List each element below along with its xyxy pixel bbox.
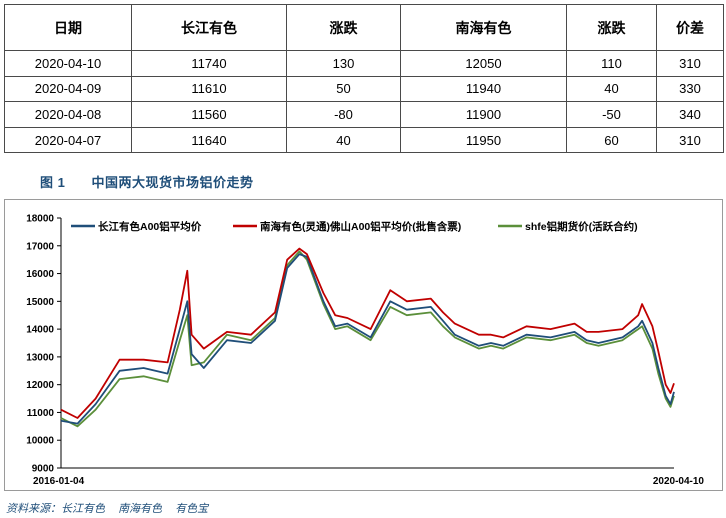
y-tick-label: 17000 bbox=[26, 241, 54, 252]
y-tick-label: 13000 bbox=[26, 352, 54, 363]
table-row: 2020-04-08 11560 -80 11900 -50 340 bbox=[4, 101, 724, 128]
figure-number: 图 1 bbox=[40, 175, 66, 190]
cell-change-2: 40 bbox=[566, 75, 657, 103]
cell-change-2: -50 bbox=[566, 101, 657, 128]
cell-changjiang: 11740 bbox=[131, 50, 287, 77]
header-date: 日期 bbox=[4, 4, 132, 51]
table-header-row: 日期 长江有色 涨跌 南海有色 涨跌 价差 bbox=[4, 4, 724, 51]
header-change-1: 涨跌 bbox=[286, 4, 401, 51]
x-tick-label: 2020-04-10 bbox=[653, 476, 705, 487]
table-row: 2020-04-09 11610 50 11940 40 330 bbox=[4, 75, 724, 103]
cell-spread: 340 bbox=[656, 101, 724, 128]
y-tick-label: 12000 bbox=[26, 380, 54, 391]
series-line-1 bbox=[60, 253, 675, 425]
cell-nanhai: 11950 bbox=[400, 126, 567, 154]
cell-changjiang: 11610 bbox=[131, 75, 287, 103]
source-item: 南海有色 bbox=[118, 503, 163, 515]
cell-spread: 310 bbox=[656, 50, 724, 77]
y-tick-label: 14000 bbox=[26, 325, 54, 336]
cell-change-1: 40 bbox=[286, 126, 401, 154]
cell-spread: 330 bbox=[656, 75, 724, 103]
y-tick-label: 16000 bbox=[26, 269, 54, 280]
legend-label: 长江有色A00铝平均价 bbox=[98, 220, 202, 233]
cell-changjiang: 11640 bbox=[131, 126, 287, 154]
price-line-chart: 9000 10000 11000 12000 13000 14000 15000 16000 1… bbox=[26, 214, 705, 488]
header-nanhai: 南海有色 bbox=[400, 4, 567, 51]
source-label: 资料来源：长江有色 bbox=[6, 503, 105, 515]
cell-change-2: 60 bbox=[566, 126, 657, 154]
y-tick-label: 9000 bbox=[32, 464, 55, 475]
data-source: 资料来源：长江有色 南海有色 有色宝 bbox=[6, 500, 218, 516]
header-spread: 价差 bbox=[656, 4, 724, 51]
cell-date: 2020-04-09 bbox=[4, 75, 132, 103]
header-changjiang: 长江有色 bbox=[131, 4, 287, 51]
cell-nanhai: 11940 bbox=[400, 75, 567, 103]
cell-date: 2020-04-10 bbox=[4, 50, 132, 77]
cell-date: 2020-04-07 bbox=[4, 126, 132, 154]
cell-nanhai: 12050 bbox=[400, 50, 567, 77]
cell-date: 2020-04-08 bbox=[4, 101, 132, 128]
legend-label: 南海有色(灵通)佛山A00铝平均价(批售含票) bbox=[260, 220, 461, 233]
header-change-2: 涨跌 bbox=[566, 4, 657, 51]
cell-changjiang: 11560 bbox=[131, 101, 287, 128]
table-row: 2020-04-07 11640 40 11950 60 310 bbox=[4, 126, 724, 154]
y-tick-label: 11000 bbox=[27, 408, 55, 419]
y-tick-label: 15000 bbox=[26, 297, 54, 308]
price-table: 日期 长江有色 涨跌 南海有色 涨跌 价差 2020-04-10 11740 1… bbox=[4, 4, 724, 154]
y-tick-label: 10000 bbox=[26, 436, 54, 447]
series-line-2 bbox=[60, 247, 675, 419]
figure-caption: 图 1 中国两大现货市场铝价走势 bbox=[40, 172, 253, 191]
table-row: 2020-04-10 11740 130 12050 110 310 bbox=[4, 50, 724, 77]
legend-label: shfe铝期货价(活跃合约) bbox=[525, 220, 638, 233]
chart-container: 9000 10000 11000 12000 13000 14000 15000 16000 1… bbox=[4, 199, 723, 491]
cell-change-2: 110 bbox=[566, 50, 657, 77]
figure-title: 中国两大现货市场铝价走势 bbox=[91, 175, 254, 190]
cell-change-1: -80 bbox=[286, 101, 401, 128]
y-tick-label: 18000 bbox=[26, 214, 54, 225]
series-line-3 bbox=[60, 250, 675, 428]
source-item: 有色宝 bbox=[175, 503, 209, 515]
cell-nanhai: 11900 bbox=[400, 101, 567, 128]
cell-change-1: 50 bbox=[286, 75, 401, 103]
x-tick-label: 2016-01-04 bbox=[33, 476, 85, 487]
cell-change-1: 130 bbox=[286, 50, 401, 77]
cell-spread: 310 bbox=[656, 126, 724, 154]
